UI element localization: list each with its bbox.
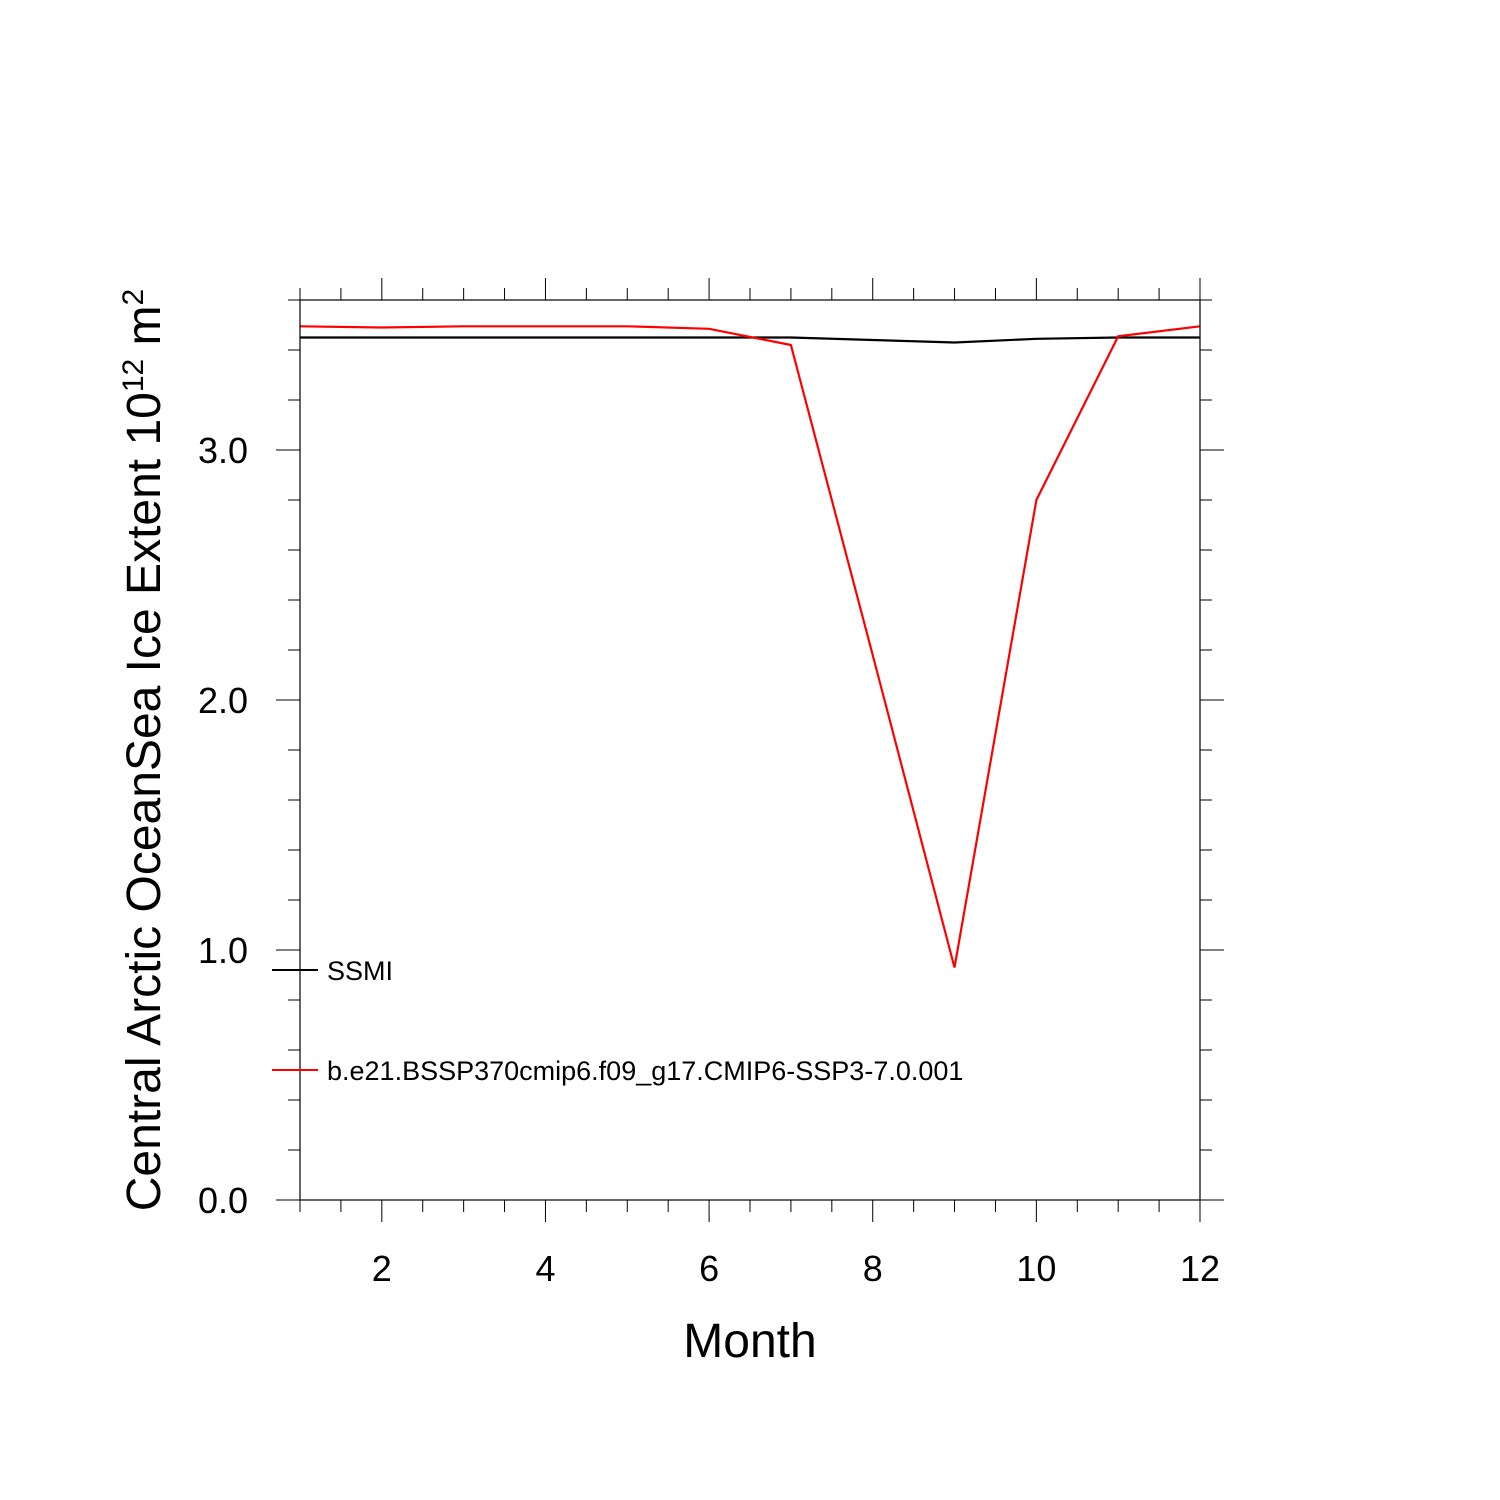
axis-ticks [276,278,1224,1222]
plot-frame [299,299,1201,1201]
y-tick-label: 3.0 [198,430,248,471]
y-tick-label: 0.0 [198,1180,248,1221]
x-tick-label: 4 [535,1248,555,1289]
y-axis-title-main: Central Arctic OceanSea Ice Extent 10 [118,392,171,1211]
x-axis-title: Month [683,1315,816,1368]
y-axis-title-unit: m [118,305,171,358]
legend: SSMI b.e21.BSSP370cmip6.f09_g17.CMIP6-SS… [272,956,963,1086]
y-axis-title-unit-exponent: 2 [117,289,150,306]
y-tick-label: 1.0 [198,930,248,971]
x-tick-label: 2 [372,1248,392,1289]
y-axis-title: Central Arctic OceanSea Ice Extent 1012 … [117,289,171,1211]
x-tick-label: 10 [1016,1248,1056,1289]
series-line-model-run [299,325,1201,968]
x-tick-label: 6 [699,1248,719,1289]
tick-labels: 2 4 6 8 10 12 0.0 1.0 2.0 3.0 [198,430,1220,1289]
y-tick-label: 2.0 [198,680,248,721]
data-series [299,325,1201,968]
legend-label-ssmi: SSMI [327,956,393,986]
x-tick-label: 8 [863,1248,883,1289]
y-axis-title-exponent: 12 [117,359,150,392]
legend-label-model-run: b.e21.BSSP370cmip6.f09_g17.CMIP6-SSP3-7.… [327,1056,963,1086]
x-tick-label: 12 [1180,1248,1220,1289]
